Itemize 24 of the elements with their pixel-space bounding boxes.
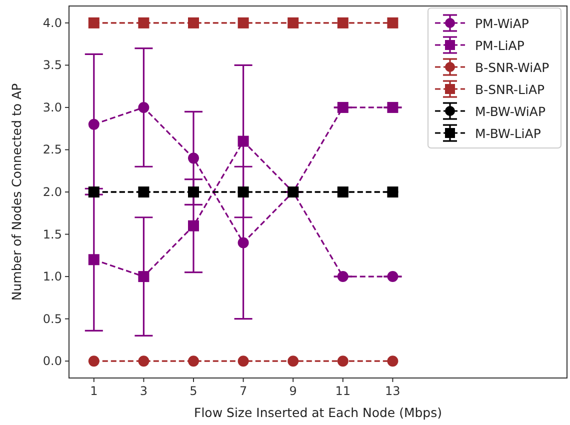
y-tick-label: 1.0: [42, 270, 62, 284]
x-tick-label: 11: [335, 384, 351, 398]
y-tick-label: 2.0: [42, 185, 62, 199]
legend-label: PM-WiAP: [475, 16, 530, 31]
y-tick-label: 3.5: [42, 58, 62, 72]
x-tick-label: 5: [190, 384, 198, 398]
legend-label: B-SNR-LiAP: [475, 82, 546, 97]
legend-label: PM-LiAP: [475, 38, 525, 53]
y-axis-title: Number of Nodes Connected to AP: [9, 82, 24, 301]
y-tick-label: 1.5: [42, 227, 62, 242]
legend-label: M-BW-LiAP: [475, 126, 542, 141]
y-tick-label: 2.5: [42, 142, 62, 157]
y-tick-label: 0.0: [42, 354, 62, 368]
legend-label: B-SNR-WiAP: [475, 60, 550, 75]
y-tick-label: 3.0: [42, 100, 62, 114]
y-tick-label: 0.5: [42, 312, 62, 326]
x-tick-label: 1: [90, 384, 98, 398]
y-tick-label: 4.0: [42, 16, 62, 30]
x-tick-label: 9: [289, 384, 297, 398]
x-tick-label: 7: [239, 384, 248, 398]
x-tick-label: 3: [140, 384, 148, 398]
x-tick-label: 13: [385, 384, 400, 398]
x-axis-title: Flow Size Inserted at Each Node (Mbps): [194, 405, 442, 420]
legend-label: M-BW-WiAP: [475, 104, 546, 119]
